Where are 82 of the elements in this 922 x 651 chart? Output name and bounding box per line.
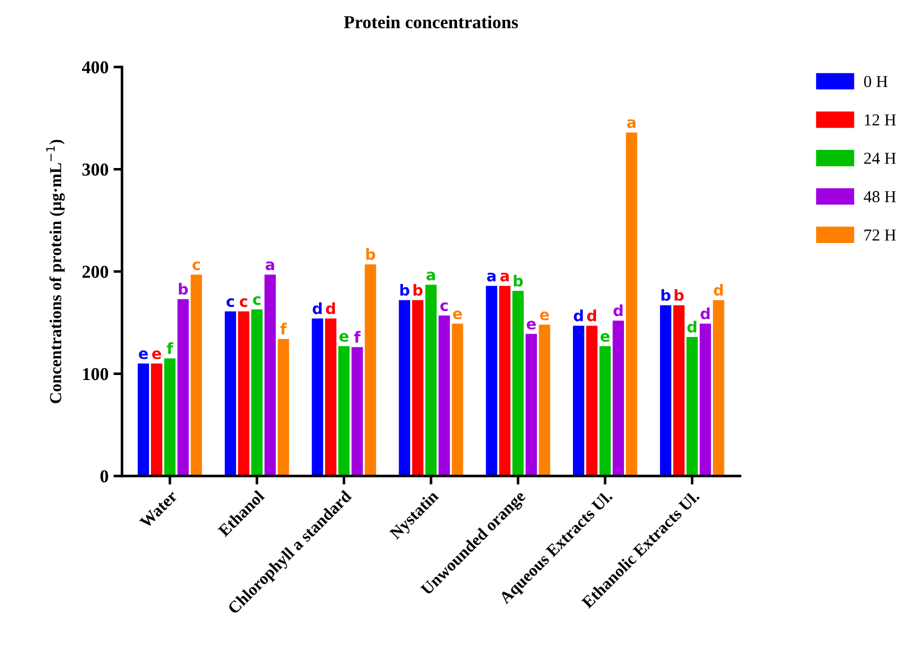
bar [177, 299, 189, 476]
bar [626, 132, 638, 476]
bar [586, 326, 598, 476]
legend-label: 72 H [864, 229, 896, 241]
data-label: e [540, 312, 549, 320]
bar [150, 364, 162, 476]
bar [538, 324, 550, 476]
data-label: d [687, 320, 696, 333]
data-label: e [138, 350, 148, 360]
data-label: a [487, 272, 496, 282]
data-label: b [514, 274, 523, 287]
legend-label: 48 H [864, 191, 896, 202]
data-label: d [587, 310, 596, 322]
data-label: b [661, 289, 670, 301]
bar [190, 274, 202, 476]
data-label: a [627, 119, 636, 128]
bar [438, 315, 450, 476]
data-label: b [674, 289, 684, 301]
data-label: d [700, 307, 710, 320]
data-label: f [166, 342, 174, 354]
bar [526, 334, 537, 476]
y-axis-title: Concentrations of protein (µg·mL$^{−1}$) [46, 140, 65, 404]
bar [660, 305, 672, 476]
bar [673, 305, 685, 476]
bar [599, 346, 611, 476]
data-label: c [192, 261, 200, 270]
data-label: d [614, 304, 623, 316]
bar [338, 346, 350, 476]
data-label: c [440, 302, 448, 312]
bar [138, 364, 150, 476]
bar [512, 290, 524, 476]
y-tick-label: 100 [83, 368, 108, 380]
data-label: e [339, 333, 348, 342]
data-label: b [400, 284, 410, 296]
bar [686, 336, 698, 476]
data-label: b [414, 284, 423, 296]
bar [412, 300, 424, 476]
data-label: c [226, 298, 234, 308]
legend-label: 12 H [864, 114, 896, 126]
data-label: d [326, 302, 335, 314]
chart-title: Protein concentrations [344, 16, 518, 28]
data-label: e [452, 310, 462, 320]
data-label: a [266, 261, 274, 270]
data-label: d [574, 310, 583, 322]
legend-label: 24 H [864, 152, 896, 164]
data-label: a [500, 272, 509, 282]
data-label: f [280, 322, 287, 334]
data-label: b [178, 282, 188, 295]
bar [712, 300, 724, 476]
bar [612, 320, 624, 476]
bar [499, 286, 510, 476]
y-tick-label: 0 [100, 470, 108, 482]
data-label: f [354, 330, 361, 343]
bar [572, 326, 584, 476]
data-label: b [366, 248, 376, 260]
y-tick-label: 200 [82, 266, 108, 278]
bar [238, 311, 250, 476]
data-label: a [426, 272, 435, 280]
bar [364, 264, 376, 476]
bar [452, 324, 464, 476]
bar [425, 284, 437, 476]
bar [224, 311, 236, 476]
legend-label: 0 H [864, 76, 888, 88]
bar [251, 309, 263, 476]
data-label: c [240, 298, 248, 308]
data-label: e [526, 320, 536, 330]
data-label: e [152, 350, 162, 360]
data-label: c [253, 296, 260, 305]
y-tick-label: 400 [82, 61, 108, 74]
bar [486, 286, 498, 476]
data-label: d [714, 284, 723, 296]
bar [700, 324, 712, 476]
data-label: e [600, 333, 610, 342]
bar [264, 274, 276, 476]
bar [278, 338, 290, 476]
bar [312, 318, 324, 476]
data-label: d [312, 302, 322, 314]
bar [398, 300, 410, 476]
bar [325, 318, 336, 476]
y-tick-label: 300 [82, 164, 108, 176]
bar [352, 347, 363, 476]
bar [164, 358, 176, 476]
